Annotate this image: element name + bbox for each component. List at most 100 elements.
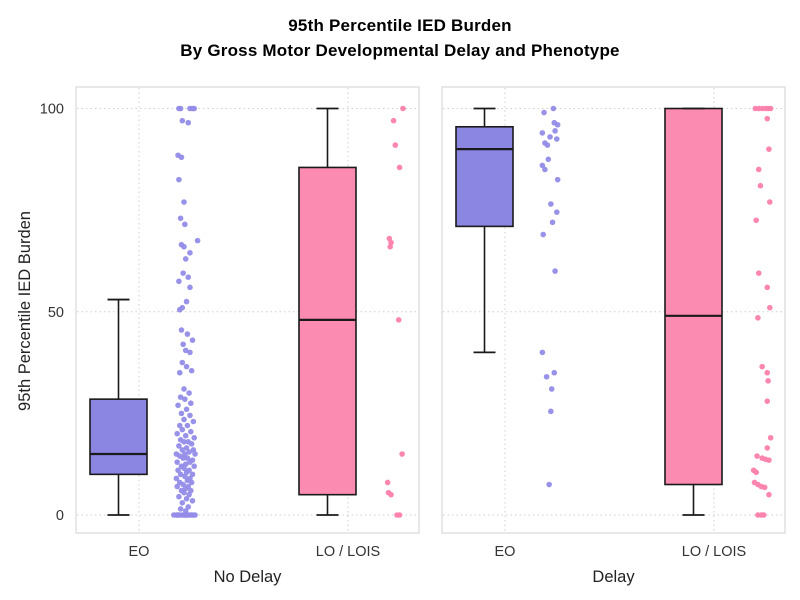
jitter-point-lo-lois [395,317,402,323]
jitter-point-eo [544,142,551,148]
jitter-point-eo [188,441,195,447]
x-tick-label-lo-lois: LO / LOIS [316,544,380,560]
jitter-point-eo [176,443,182,449]
jitter-point-eo [186,449,192,455]
jitter-point-lo-lois [387,243,394,250]
jitter-point-eo [180,270,186,276]
jitter-point-eo [179,359,186,366]
jitter-point-eo [552,128,558,134]
jitter-point-eo [181,439,187,445]
jitter-point-lo-lois [765,378,771,384]
jitter-point-lo-lois [753,217,759,224]
jitter-point-eo [185,504,192,510]
jitter-point-eo [184,422,191,429]
jitter-point-lo-lois [759,363,765,370]
jitter-point-eo [181,386,187,392]
jitter-point-eo [183,406,190,413]
jitter-point-lo-lois [767,105,774,112]
jitter-point-eo [175,402,181,409]
jitter-point-lo-lois [766,146,772,152]
jitter-point-eo [182,432,189,439]
jitter-point-eo [549,219,556,226]
jitter-point-eo [191,434,197,441]
jitter-point-eo [176,306,183,313]
jitter-point-eo [174,459,180,465]
jitter-point-eo [176,422,183,429]
jitter-point-lo-lois [753,469,759,476]
jitter-point-lo-lois [767,304,773,311]
jitter-point-eo [187,459,193,465]
jitter-point-eo [181,243,187,250]
jitter-point-eo [176,369,183,376]
y-tick-label-0: 0 [56,508,64,524]
jitter-point-eo [191,105,197,112]
jitter-point-eo [182,396,188,402]
jitter-point-lo-lois [761,512,767,518]
jitter-point-eo [183,445,190,451]
jitter-point-eo [176,278,182,285]
jitter-point-eo [184,455,191,461]
jitter-point-eo [547,134,553,140]
x-axis-label-no-delay: No Delay [214,568,283,586]
jitter-point-lo-lois [766,491,772,498]
jitter-point-eo [554,121,561,128]
y-tick-label-100: 100 [40,102,64,118]
jitter-point-eo [177,105,184,112]
jitter-point-lo-lois [755,270,762,276]
jitter-point-eo [186,390,192,396]
jitter-point-eo [180,455,186,461]
jitter-point-eo [187,250,193,256]
jitter-point-eo [194,237,201,244]
jitter-point-eo [178,410,185,417]
x-tick-label-lo-lois: LO / LOIS [682,544,746,560]
jitter-point-lo-lois [766,457,772,463]
jitter-point-eo [185,119,192,126]
jitter-point-eo [554,136,560,142]
jitter-point-eo [185,274,192,280]
jitter-point-lo-lois [396,512,403,518]
jitter-point-eo [183,298,190,305]
jitter-point-eo [541,109,547,116]
jitter-point-eo [174,512,181,518]
jitter-point-eo [183,363,190,370]
jitter-point-eo [179,447,186,453]
jitter-point-lo-lois [757,182,764,189]
jitter-point-eo [189,471,196,478]
jitter-point-eo [181,416,187,423]
jitter-point-eo [539,349,546,356]
box-eo [455,125,514,228]
jitter-point-eo [543,373,550,380]
chart-title: 95th Percentile IED Burden By Gross Moto… [0,13,800,63]
jitter-point-eo [179,117,186,124]
jitter-point-eo [188,367,195,374]
jitter-point-eo [182,256,189,262]
chart-title-line1: 95th Percentile IED Burden [288,16,512,35]
jitter-point-lo-lois [761,484,768,491]
jitter-point-lo-lois [755,166,762,173]
box-lo-lois [664,107,723,486]
jitter-point-eo [548,201,554,207]
jitter-point-eo [177,471,184,478]
jitter-point-eo [179,500,186,506]
jitter-point-lo-lois [755,315,761,321]
jitter-point-lo-lois [388,491,394,498]
jitter-point-lo-lois [754,453,760,459]
jitter-point-eo [182,347,189,354]
jitter-point-eo [174,483,180,490]
jitter-point-eo [186,491,192,498]
jitter-point-lo-lois [764,398,771,404]
jitter-point-lo-lois [392,142,399,148]
jitter-point-lo-lois [384,479,391,486]
jitter-point-lo-lois [399,451,405,457]
box-eo [89,398,148,476]
jitter-point-eo [550,105,557,112]
jitter-point-lo-lois [767,434,774,441]
jitter-point-eo [180,481,186,488]
jitter-point-eo [188,400,194,407]
jitter-point-eo [545,156,552,163]
jitter-point-eo [189,497,196,504]
jitter-point-eo [182,512,189,518]
jitter-point-eo [179,426,186,433]
jitter-point-eo [189,337,196,344]
